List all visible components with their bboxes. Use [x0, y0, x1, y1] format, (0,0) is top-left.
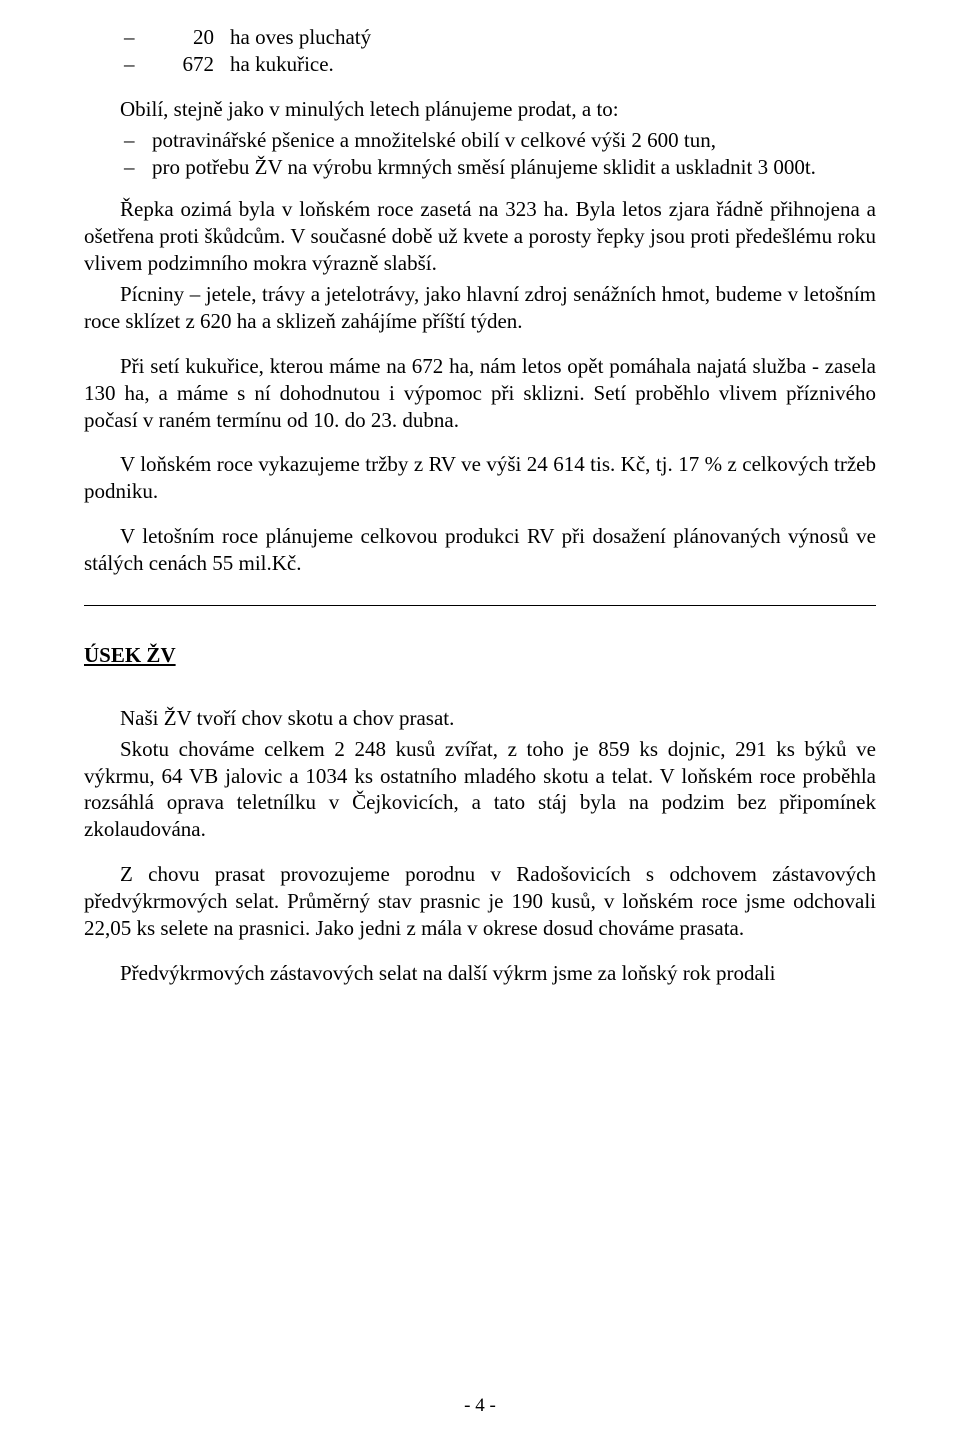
dash-icon: –: [124, 127, 152, 154]
document-page: – 20 ha oves pluchatý – 672 ha kukuřice.…: [0, 0, 960, 1436]
list-text: pro potřebu ŽV na výrobu krmných směsí p…: [152, 154, 876, 181]
paragraph-zv-selata: Předvýkrmových zástavových selat na dalš…: [84, 960, 876, 987]
crop-text: ha kukuřice.: [230, 51, 334, 78]
paragraph-zv-prasata: Z chovu prasat provozujeme porodnu v Rad…: [84, 861, 876, 942]
dash-icon: –: [124, 154, 152, 181]
page-number: - 4 -: [0, 1394, 960, 1418]
dash-icon: –: [124, 24, 152, 51]
paragraph-picniny: Pícniny – jetele, trávy a jetelotrávy, j…: [84, 281, 876, 335]
list-item: – 20 ha oves pluchatý: [84, 24, 876, 51]
crop-amount: 672: [152, 51, 230, 78]
list-item: – 672 ha kukuřice.: [84, 51, 876, 78]
section-heading-zv: ÚSEK ŽV: [84, 642, 876, 669]
crop-text: ha oves pluchatý: [230, 24, 371, 51]
crop-amount: 20: [152, 24, 230, 51]
paragraph-trzby: V loňském roce vykazujeme tržby z RV ve …: [84, 451, 876, 505]
paragraph-zv-intro: Naši ŽV tvoří chov skotu a chov prasat.: [84, 705, 876, 732]
paragraph-repka: Řepka ozimá byla v loňském roce zasetá n…: [84, 196, 876, 277]
obili-list: – potravinářské pšenice a množitelské ob…: [84, 127, 876, 181]
list-text: potravinářské pšenice a množitelské obil…: [152, 127, 876, 154]
dash-icon: –: [124, 51, 152, 78]
top-crops-list: – 20 ha oves pluchatý – 672 ha kukuřice.: [84, 24, 876, 78]
paragraph-obili-intro: Obilí, stejně jako v minulých letech plá…: [84, 96, 876, 123]
section-divider: [84, 605, 876, 606]
list-item: – pro potřebu ŽV na výrobu krmných směsí…: [84, 154, 876, 181]
paragraph-kukurice: Při setí kukuřice, kterou máme na 672 ha…: [84, 353, 876, 434]
list-item: – potravinářské pšenice a množitelské ob…: [84, 127, 876, 154]
paragraph-plan: V letošním roce plánujeme celkovou produ…: [84, 523, 876, 577]
paragraph-zv-skot: Skotu chováme celkem 2 248 kusů zvířat, …: [84, 736, 876, 844]
